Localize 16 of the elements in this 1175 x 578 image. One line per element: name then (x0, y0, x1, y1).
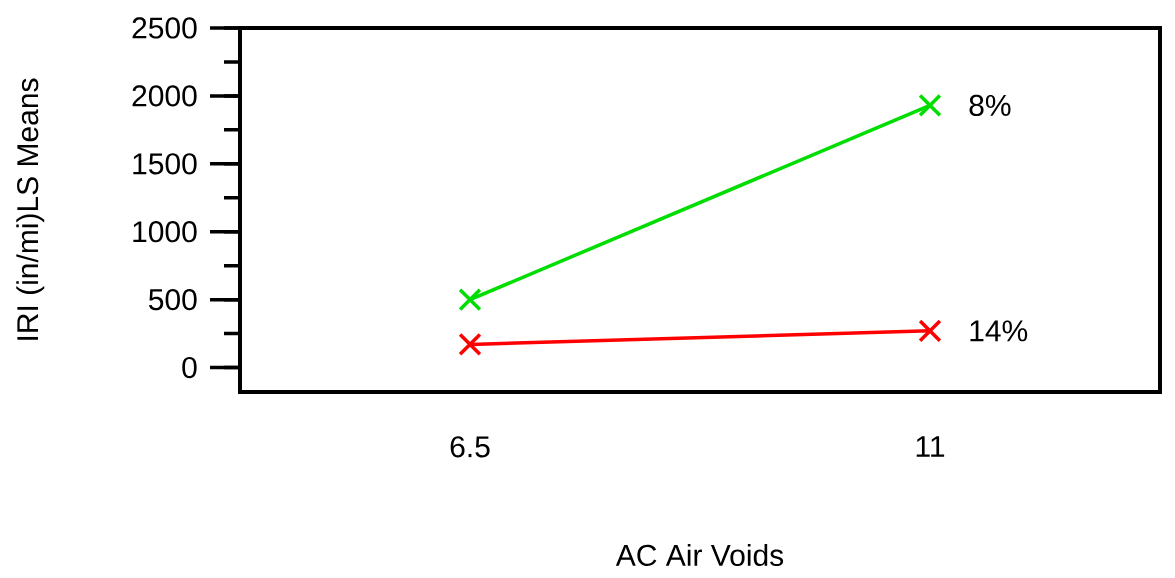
x-tick-label: 11 (916, 436, 945, 457)
y-tick-label: 0 (182, 356, 197, 379)
y-tick-label: 1500 (133, 153, 197, 175)
series-label: 14% (970, 320, 1028, 342)
y-tick-label: 500 (148, 289, 197, 311)
point (458, 332, 482, 357)
x-axis-title: AC Air Voids (615, 543, 784, 567)
y-tick-label: 1000 (133, 221, 197, 243)
y-axis-title: IRI (in/mi)LS Means (16, 78, 45, 340)
point (918, 93, 942, 118)
x-tick-label: 6.5 (450, 436, 490, 458)
point (918, 319, 942, 343)
y-tick-label: 2500 (132, 17, 197, 39)
point (458, 287, 482, 312)
y-tick-label: 2000 (132, 85, 197, 107)
series-label: 8% (969, 94, 1011, 117)
